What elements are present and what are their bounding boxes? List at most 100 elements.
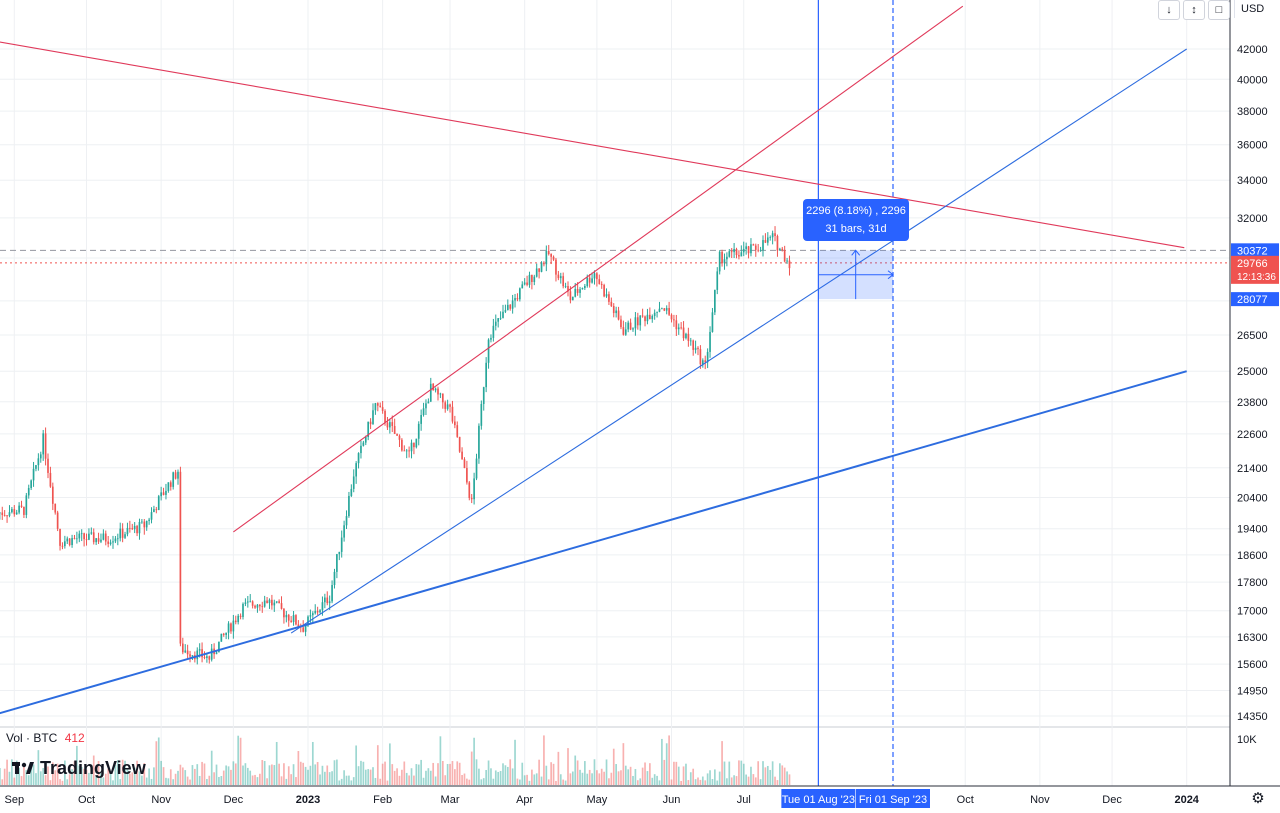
tradingview-logo[interactable]: TradingView (12, 757, 146, 779)
candle-body (475, 458, 478, 479)
trendline-blue[interactable] (0, 370, 1187, 715)
candle-body (434, 388, 437, 391)
candle-body (68, 538, 71, 546)
candle-body (61, 545, 64, 547)
volume-bar (78, 765, 81, 785)
volume-bar (32, 764, 35, 785)
y-tick-label: 36000 (1237, 140, 1268, 152)
volume-bar (567, 748, 569, 785)
volume-bar (97, 761, 100, 785)
volume-bar (612, 748, 615, 785)
trendline-red[interactable] (0, 41, 1185, 249)
candle-body (218, 641, 220, 653)
candle-body (519, 288, 521, 300)
candle-body (750, 244, 752, 254)
volume-bar (206, 778, 208, 785)
gear-icon[interactable]: ⚙ (1251, 790, 1265, 807)
candle-body (49, 472, 52, 487)
volume-bar (586, 773, 589, 785)
candle-body (179, 471, 182, 644)
volume-bar (581, 772, 584, 785)
volume-bar (401, 769, 403, 785)
volume-bar (280, 776, 283, 785)
volume-bar (398, 775, 401, 785)
candle-body (345, 516, 348, 526)
volume-bar (687, 780, 690, 785)
candle-body (610, 301, 613, 307)
volume-bar (391, 764, 394, 785)
volume-bar (634, 769, 637, 785)
volume-bar (521, 762, 524, 785)
trendlines[interactable] (0, 5, 1188, 715)
volume-bar (251, 775, 254, 785)
candle-body (605, 294, 608, 297)
candle-body (694, 347, 697, 350)
volume-bar (463, 773, 466, 785)
candle-body (494, 321, 497, 326)
candle-body (723, 259, 726, 264)
candle-body (174, 472, 177, 479)
candle-body (680, 327, 682, 329)
time-axis[interactable]: Sep Oct Nov Dec 2023 Feb Mar Apr May Jun Jul Tue 01… (0, 785, 1280, 808)
volume-bar (718, 771, 721, 785)
volume-bar (617, 771, 620, 785)
volume-bar (234, 763, 237, 785)
trendline-red[interactable] (233, 5, 964, 533)
candle-body (295, 615, 297, 625)
candle-body (661, 308, 663, 310)
volume-bar (95, 776, 97, 785)
candle-body (280, 603, 283, 609)
candle-body (417, 423, 420, 439)
candle-body (396, 433, 398, 436)
candle-body (468, 482, 471, 498)
candle-body (401, 439, 403, 451)
volume-bar (547, 779, 550, 785)
volume-bar (745, 774, 747, 785)
candle-body (360, 445, 362, 454)
volume-bar (73, 761, 76, 785)
candle-body (141, 521, 143, 523)
volume-bar (326, 765, 329, 785)
candle-body (237, 615, 240, 623)
volume-bar (716, 780, 719, 785)
date-markers (0, 0, 1230, 786)
volume-bar (275, 741, 278, 785)
volume-bar (148, 768, 150, 785)
volume-bar (278, 763, 280, 785)
trendline-blue[interactable] (290, 48, 1188, 634)
x-tick-label: Oct (78, 794, 95, 806)
restore-icon[interactable]: □ (1208, 0, 1230, 20)
collapse-icon[interactable]: ↕ (1183, 0, 1205, 20)
candle-body (3, 515, 6, 516)
candle-body (463, 459, 466, 469)
volume-bar (66, 779, 69, 785)
volume-bar (181, 767, 184, 785)
volume-bar (415, 764, 418, 785)
arrow-down-icon[interactable]: ↓ (1158, 0, 1180, 20)
y-tick-label: 17000 (1237, 606, 1268, 618)
volume-bar (112, 780, 114, 785)
candle-body (506, 304, 509, 311)
volume-bar (287, 766, 290, 785)
volume-bars (0, 735, 791, 785)
candle-body (584, 286, 586, 289)
currency-selector[interactable]: USD (1234, 0, 1278, 18)
price-axis[interactable]: 4200040000380003600034000320003000028000… (1229, 0, 1280, 813)
candle-body (776, 236, 779, 251)
volume-bar (131, 772, 134, 785)
volume-bar (759, 779, 762, 785)
candle-body (726, 256, 728, 260)
price-badge-lower (1231, 292, 1279, 307)
volume-bar (461, 775, 463, 785)
x-tick-label-highlight: Fri 01 Sep '23 (859, 794, 927, 806)
candle-body (355, 463, 357, 477)
candle-body (290, 620, 292, 622)
volume-bar (538, 759, 540, 785)
x-tick-label: 2023 (296, 794, 320, 806)
volume-bar (319, 774, 321, 785)
volume-bar (227, 766, 230, 785)
volume-bar (242, 765, 244, 785)
candle-body (340, 537, 343, 552)
candle-body (531, 274, 533, 283)
